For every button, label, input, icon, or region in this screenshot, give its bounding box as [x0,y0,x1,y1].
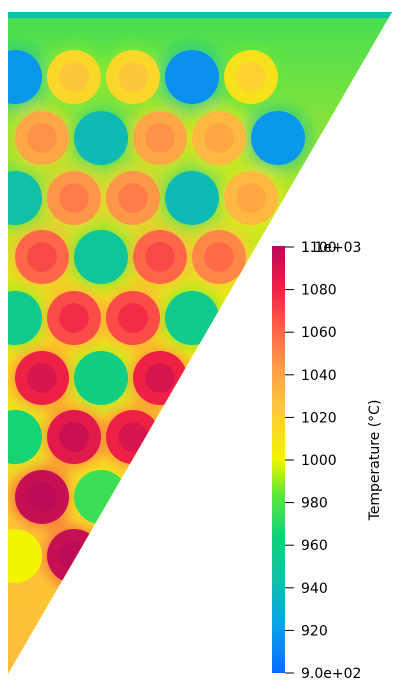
fuel-pin-core [27,242,57,272]
fuel-pin-core [59,183,89,213]
fuel-pin-core [118,303,148,333]
colorbar-tick-label: 980 [301,496,328,512]
fuel-pin-core [59,541,89,571]
colorbar-tick-label: 940 [301,581,328,597]
fuel-pin-core [118,62,148,92]
fuel-pin-core [118,422,148,452]
colorbar-gradient [272,246,285,673]
fuel-pin-core [204,242,234,272]
fuel-pin-core [59,422,89,452]
fuel-pin-core [118,183,148,213]
fuel-pin [74,111,128,165]
colorbar-max-label: 1.1e+03 [301,240,361,256]
colorbar-tick-label: 920 [301,623,328,639]
fuel-pin [165,171,219,225]
fuel-pin-core [145,242,175,272]
colorbar-tick-label: 960 [301,538,328,554]
fuel-pin-core [27,482,57,512]
fuel-pin [251,111,305,165]
colorbar-title: Temperature (°C) [367,400,383,522]
fuel-pin [74,230,128,284]
fuel-pin-core [59,303,89,333]
fuel-pin-core [204,123,234,153]
colorbar-tick-label: 1040 [301,368,337,384]
fuel-pin-core [236,183,266,213]
fuel-pin [74,351,128,405]
fuel-pin-core [145,363,175,393]
colorbar-min-label: 9.0e+02 [301,666,361,682]
fuel-pin [165,50,219,104]
colorbar-tick-label: 1080 [301,283,337,299]
fuel-pin-core [145,123,175,153]
fuel-pin-core [27,123,57,153]
top-edge-band [0,10,412,18]
fuel-pin-core [27,363,57,393]
colorbar-tick-label: 1000 [301,453,337,469]
colorbar-tick-label: 1060 [301,325,337,341]
fuel-pin [165,291,219,345]
fuel-pin-core [59,62,89,92]
fuel-pin [74,470,128,524]
fuel-pin-core [236,62,266,92]
colorbar-tick-label: 1020 [301,410,337,426]
